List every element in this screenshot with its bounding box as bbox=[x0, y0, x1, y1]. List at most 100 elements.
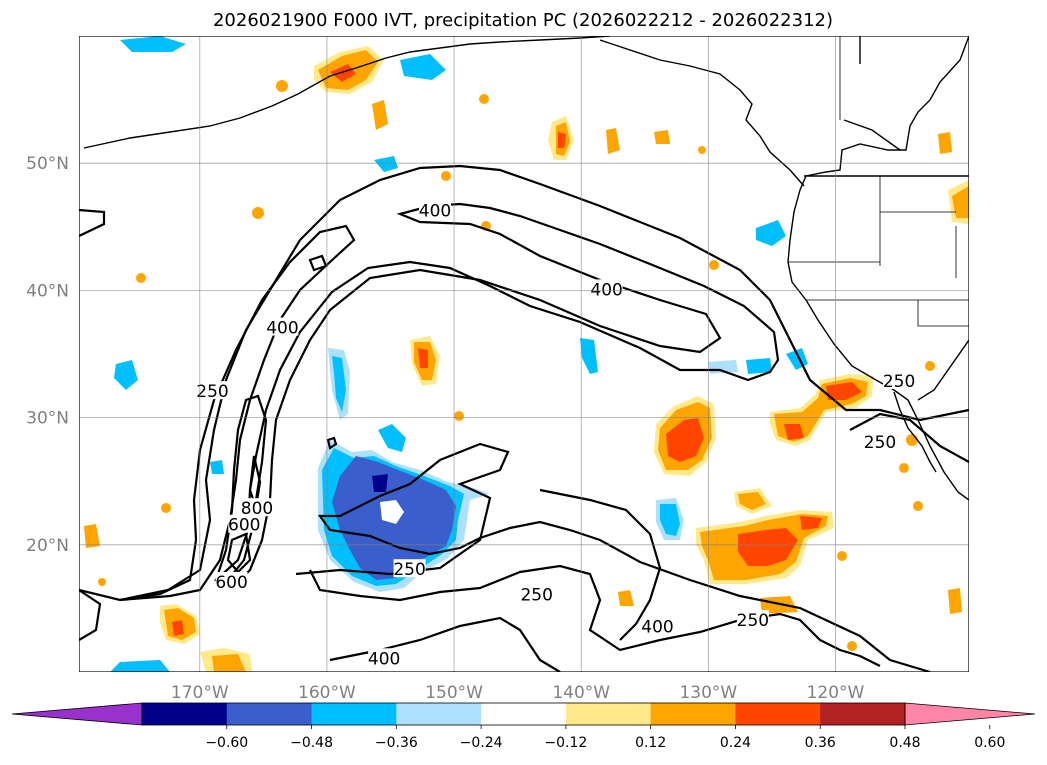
precip-shade bbox=[454, 411, 464, 421]
contour-label: 400 bbox=[641, 617, 673, 637]
precip-shade bbox=[899, 463, 909, 473]
contour-label-bg bbox=[266, 317, 299, 336]
colorbar-tick-label: −0.24 bbox=[460, 735, 503, 751]
colorbar-swatch bbox=[311, 703, 397, 725]
colorbar-swatch bbox=[650, 703, 736, 725]
precip-shade bbox=[746, 358, 772, 374]
ivt-contour-250 bbox=[79, 164, 969, 602]
y-tick-label: 40°N bbox=[26, 281, 69, 301]
colorbar: −0.60 −0.48 −0.36 −0.24 −0.12 0.12 0.24 0.36 0.4… bbox=[11, 702, 1036, 751]
precip-shade bbox=[84, 524, 100, 548]
precip-shade bbox=[906, 434, 918, 446]
precip-shade bbox=[98, 578, 106, 586]
precip-shade bbox=[738, 528, 798, 566]
colorbar-tick-label: 0.48 bbox=[889, 735, 920, 751]
ivt-contour-250 bbox=[849, 412, 969, 463]
precip-shade bbox=[760, 596, 798, 614]
coastline-bc bbox=[843, 36, 901, 151]
coastline-baja bbox=[893, 391, 937, 473]
coastline-aleutians bbox=[83, 36, 611, 149]
precip-shade bbox=[837, 551, 847, 561]
precip-shade bbox=[660, 504, 680, 536]
coastline-gulf bbox=[917, 339, 969, 401]
precip-shade bbox=[925, 361, 935, 371]
x-tick-label: 130°W bbox=[679, 683, 737, 703]
colorbar-swatch bbox=[481, 703, 567, 725]
contour-label: 400 bbox=[266, 319, 298, 339]
precip-shade bbox=[666, 418, 704, 462]
contour-label-bg bbox=[590, 279, 623, 298]
colorbar-swatch bbox=[820, 703, 906, 725]
ivt-contour-250 bbox=[79, 208, 106, 237]
colorbar-swatch bbox=[396, 703, 482, 725]
precip-shade bbox=[558, 132, 566, 148]
contour-label-bg bbox=[393, 559, 426, 578]
colorbar-tick-label: −0.48 bbox=[290, 735, 333, 751]
coastline-alaska bbox=[599, 39, 805, 187]
precip-shade bbox=[400, 54, 446, 80]
ivt-contour-250 bbox=[295, 442, 931, 672]
precip-shade bbox=[441, 171, 451, 181]
contour-label-bg bbox=[196, 381, 229, 400]
precip-shade bbox=[276, 80, 288, 92]
precip-shade bbox=[606, 128, 620, 154]
precip-shade bbox=[698, 146, 706, 154]
precip-shade bbox=[380, 500, 404, 524]
contour-label: 600 bbox=[228, 516, 260, 536]
ivt-contour-400 bbox=[214, 202, 780, 590]
colorbar-tick-label: 0.24 bbox=[720, 735, 751, 751]
colorbar-swatch bbox=[226, 703, 313, 725]
contour-label: 400 bbox=[419, 202, 451, 222]
precip-shade bbox=[418, 348, 428, 368]
contour-label: 600 bbox=[215, 573, 247, 593]
precip-shade bbox=[938, 132, 952, 154]
precip-shade bbox=[161, 503, 171, 513]
x-tick-label: 120°W bbox=[807, 683, 865, 703]
contour-label: 250 bbox=[196, 382, 228, 402]
contour-label-bg bbox=[641, 616, 674, 635]
precip-shade bbox=[114, 360, 138, 390]
map-background bbox=[79, 36, 969, 672]
colorbar-extend-low bbox=[11, 702, 143, 726]
contour-label: 250 bbox=[520, 586, 552, 606]
contour-label-bg bbox=[419, 200, 451, 219]
coastlines bbox=[83, 36, 969, 501]
precip-shade bbox=[210, 460, 224, 474]
precip-shade bbox=[826, 382, 862, 400]
border-state-lines bbox=[788, 176, 957, 278]
precip-shade bbox=[374, 156, 398, 172]
precip-shade bbox=[372, 474, 388, 492]
precip-shade bbox=[330, 64, 356, 82]
contour-label-bg bbox=[883, 370, 916, 389]
colorbar-swatch bbox=[565, 703, 652, 725]
colorbar-swatch bbox=[735, 703, 821, 725]
x-tick-label: 170°W bbox=[171, 683, 229, 703]
ivt-contour-250 bbox=[309, 564, 881, 667]
precip-shade bbox=[479, 94, 489, 104]
precip-shade bbox=[952, 186, 969, 218]
contour-label-bg bbox=[736, 610, 769, 629]
contour-label: 800 bbox=[241, 499, 273, 519]
precip-shade bbox=[784, 424, 804, 440]
colorbar-outline bbox=[141, 702, 906, 726]
y-tick-label: 20°N bbox=[26, 536, 69, 556]
y-tick-label: 50°N bbox=[26, 154, 69, 174]
contour-label: 250 bbox=[864, 433, 896, 453]
precip-shade bbox=[136, 273, 146, 283]
colorbar-extend-high bbox=[904, 702, 1036, 726]
x-tick-label: 150°W bbox=[425, 683, 483, 703]
colorbar-tick-label: −0.36 bbox=[375, 735, 418, 751]
chart-title: 2026021900 F000 IVT, precipitation PC (2… bbox=[213, 10, 833, 31]
colorbar-tick-label: 0.12 bbox=[635, 735, 666, 751]
border-state-lines bbox=[806, 299, 969, 327]
colorbar-tick-label: 0.36 bbox=[805, 735, 836, 751]
y-tick-label: 30°N bbox=[26, 409, 69, 429]
contour-label: 250 bbox=[737, 611, 769, 631]
colorbar-swatch bbox=[142, 703, 228, 725]
precip-shade bbox=[252, 207, 264, 219]
precip-shade bbox=[709, 260, 719, 270]
coastline-north-america bbox=[787, 36, 969, 501]
